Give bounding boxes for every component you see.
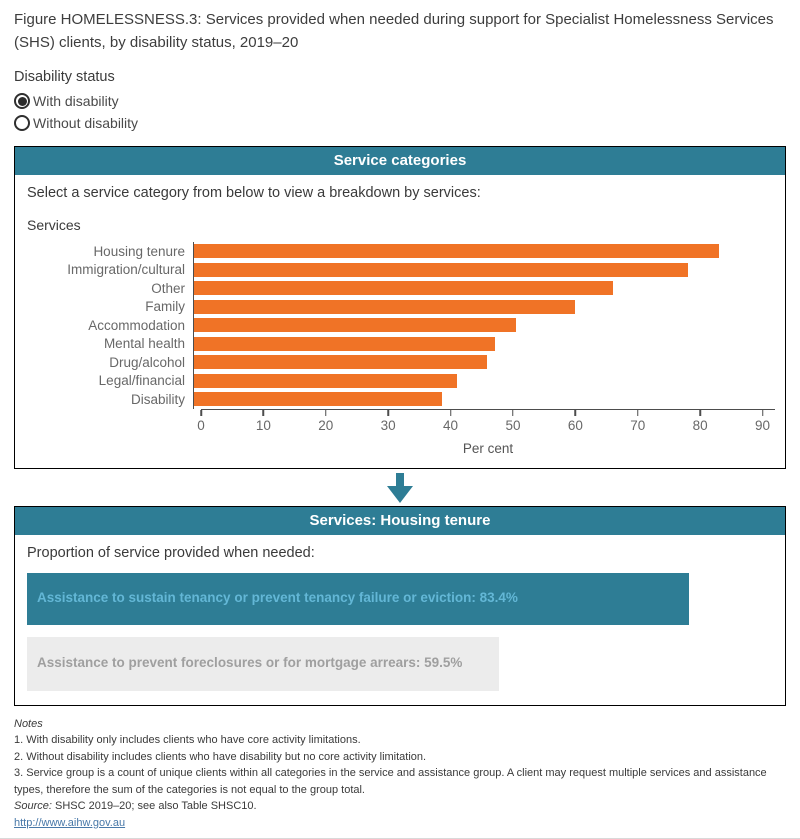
chart-row[interactable]: Family: [21, 297, 775, 316]
panel-header: Services: Housing tenure: [15, 506, 785, 535]
chart-row[interactable]: Immigration/cultural: [21, 260, 775, 279]
panel-services-detail: Services: Housing tenure Proportion of s…: [14, 505, 786, 706]
note-line-1: 1. With disability only includes clients…: [14, 734, 361, 746]
x-tick-label: 0: [197, 417, 205, 433]
radio-option-with-disability[interactable]: With disability: [14, 90, 786, 112]
source-link[interactable]: http://www.aihw.gov.au: [14, 816, 126, 829]
chart-row[interactable]: Drug/alcohol: [21, 353, 775, 372]
bar-track: [193, 371, 775, 390]
chart-row[interactable]: Housing tenure: [21, 242, 775, 261]
bar-track: [193, 390, 775, 409]
x-tick: [200, 409, 202, 416]
chart-row[interactable]: Disability: [21, 390, 775, 409]
source-text: SHSC 2019–20; see also Table SHSC10.: [51, 800, 257, 812]
x-tick-label: 30: [380, 417, 396, 433]
radio-option-label: With disability: [33, 93, 119, 109]
category-bar[interactable]: [194, 299, 575, 314]
category-label: Immigration/cultural: [67, 262, 185, 278]
x-tick-label: 90: [755, 417, 771, 433]
note-line-2: 2. Without disability includes clients w…: [14, 750, 427, 763]
x-tick: [325, 409, 327, 416]
x-tick-label: 10: [255, 417, 271, 433]
instruction-text: Select a service category from below to …: [27, 185, 481, 201]
chart-title: Services: [27, 217, 81, 233]
category-bar[interactable]: [194, 281, 614, 296]
category-label: Mental health: [103, 336, 185, 352]
panel-service-categories: Service categories Select a service cate…: [14, 146, 786, 469]
category-label: Housing tenure: [93, 243, 185, 259]
source-line: Source: SHSC 2019–20; see also Table SHS…: [14, 798, 784, 815]
x-tick: [636, 409, 639, 416]
radio-option-without-disability[interactable]: Without disability: [14, 112, 786, 134]
chart-row[interactable]: Accommodation: [21, 316, 775, 335]
category-bar[interactable]: [194, 355, 488, 370]
category-label: Drug/alcohol: [109, 354, 185, 370]
category-bar[interactable]: [194, 392, 442, 407]
source-label: Source:: [14, 800, 52, 812]
category-bar[interactable]: [194, 244, 720, 259]
service-bar-sustain-tenancy[interactable]: Assistance to sustain tenancy or prevent…: [27, 572, 689, 625]
radio-button-icon[interactable]: [14, 115, 30, 131]
chart-row[interactable]: Legal/financial: [21, 371, 775, 390]
category-rows: Housing tenure Immigration/cultural Other F…: [21, 242, 775, 409]
service-bar-label: Assistance to sustain tenancy or prevent…: [37, 590, 518, 606]
bar-track: [193, 260, 775, 279]
category-bar[interactable]: [194, 318, 517, 333]
x-tick: [449, 409, 452, 416]
bar-track: [193, 279, 775, 298]
x-axis: 0 10 20 30 40 50 60 70 80 90: [197, 408, 775, 441]
category-label: Disability: [130, 391, 185, 407]
bar-track: [193, 297, 775, 316]
x-tick: [262, 409, 265, 416]
category-label: Accommodation: [88, 317, 185, 333]
notes-section: Notes 1. With disability only includes c…: [14, 716, 784, 832]
notes-heading: Notes: [14, 717, 43, 730]
bar-track: [193, 316, 775, 335]
x-tick-label: 50: [505, 417, 521, 433]
radio-option-label: Without disability: [33, 115, 139, 131]
x-tick: [574, 409, 577, 416]
x-tick: [761, 409, 764, 416]
category-label: Other: [151, 280, 185, 296]
category-bar[interactable]: [194, 336, 495, 351]
filter-label: Disability status: [14, 69, 115, 85]
down-arrow-icon: [387, 472, 413, 503]
category-bar[interactable]: [194, 373, 457, 388]
x-tick: [387, 409, 389, 416]
radio-button-icon[interactable]: [14, 93, 30, 109]
chart-row[interactable]: Mental health: [21, 334, 775, 353]
x-tick-label: 40: [443, 417, 459, 433]
disability-status-filter: Disability status With disability Withou…: [14, 69, 786, 134]
category-label: Family: [145, 299, 185, 315]
flow-arrow: [0, 469, 800, 503]
page-title: Figure HOMELESSNESS.3: Services provided…: [14, 11, 774, 51]
service-bar-label: Assistance to prevent foreclosures or fo…: [37, 655, 463, 671]
bar-track: [193, 353, 775, 372]
x-tick: [699, 409, 701, 416]
service-bars: Assistance to sustain tenancy or prevent…: [27, 572, 773, 691]
dashboard: Figure HOMELESSNESS.3: Services provided…: [0, 9, 800, 839]
proportion-text: Proportion of service provided when need…: [27, 544, 315, 561]
service-bar-prevent-foreclosures[interactable]: Assistance to prevent foreclosures or fo…: [27, 636, 500, 691]
category-label: Legal/financial: [98, 373, 185, 389]
bar-track: [193, 242, 775, 261]
x-tick-label: 80: [692, 417, 708, 433]
bar-track: [193, 334, 775, 353]
x-tick: [512, 409, 514, 416]
x-axis-title: Per cent: [462, 440, 514, 456]
chart-row[interactable]: Other: [21, 279, 775, 298]
x-tick-label: 60: [567, 417, 583, 433]
x-tick-label: 70: [630, 417, 646, 433]
note-line-3: 3. Service group is a count of unique cl…: [14, 767, 767, 796]
category-bar-chart: Housing tenure Immigration/cultural Other F…: [21, 242, 775, 468]
x-tick-label: 20: [318, 417, 334, 433]
category-bar[interactable]: [194, 262, 688, 277]
panel-header: Service categories: [15, 147, 785, 175]
